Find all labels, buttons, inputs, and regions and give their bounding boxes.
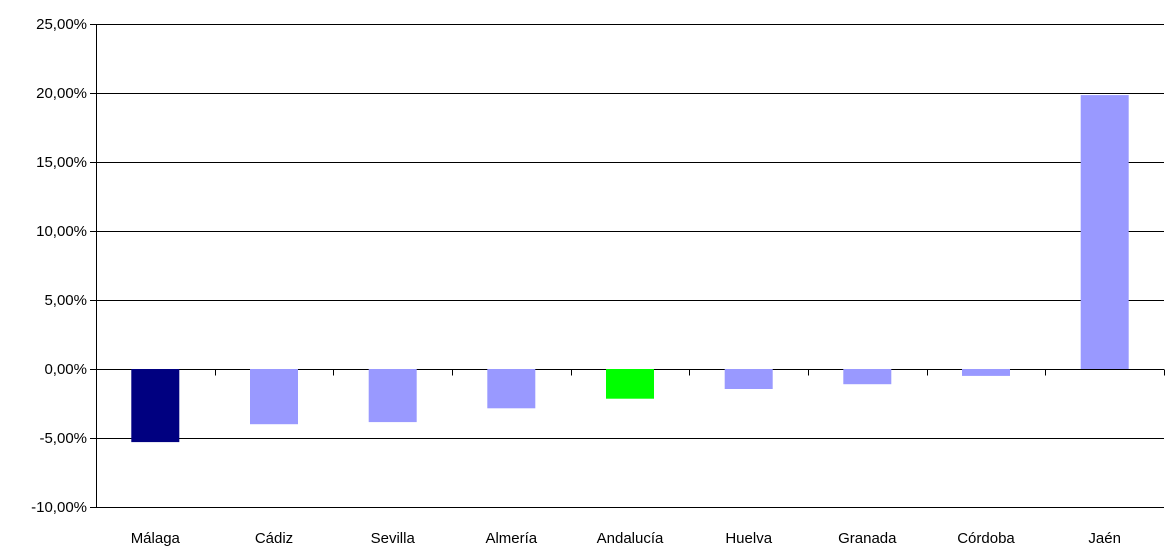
- bar: [724, 369, 773, 389]
- bar: [606, 369, 654, 399]
- bars: [131, 95, 1129, 443]
- bar: [962, 369, 1010, 376]
- x-tick-label: Jaén: [1088, 530, 1121, 547]
- y-tick-label: 10,00%: [36, 223, 87, 240]
- y-tick-label: 0,00%: [44, 361, 87, 378]
- gridlines: [90, 24, 1164, 508]
- bar: [1080, 95, 1129, 369]
- x-tick-label: Huelva: [725, 530, 772, 547]
- y-tick-label: 15,00%: [36, 154, 87, 171]
- bar: [487, 369, 536, 409]
- x-tick-label: Sevilla: [371, 530, 416, 547]
- bar: [368, 369, 417, 423]
- x-tick-label: Andalucía: [597, 530, 664, 547]
- bar: [250, 369, 298, 425]
- bar: [131, 369, 180, 443]
- x-tick-label: Almería: [485, 530, 537, 547]
- x-tick-label: Córdoba: [957, 530, 1015, 547]
- y-tick-labels: 25,00% 20,00% 15,00% 10,00% 5,00% 0,00% -5,00%…: [31, 16, 87, 516]
- y-tick-label: 25,00%: [36, 16, 87, 33]
- y-tick-label: 20,00%: [36, 85, 87, 102]
- x-tick-label: Granada: [838, 530, 897, 547]
- x-tick-label: Cádiz: [255, 530, 293, 547]
- y-tick-label: 5,00%: [44, 292, 87, 309]
- axes: [96, 24, 1165, 507]
- x-tick-labels: Málaga Cádiz Sevilla Almería Andalucía Huelva…: [131, 530, 1121, 547]
- x-tick-label: Málaga: [131, 530, 181, 547]
- y-tick-label: -5,00%: [39, 430, 87, 447]
- bar: [843, 369, 892, 385]
- y-tick-label: -10,00%: [31, 499, 87, 516]
